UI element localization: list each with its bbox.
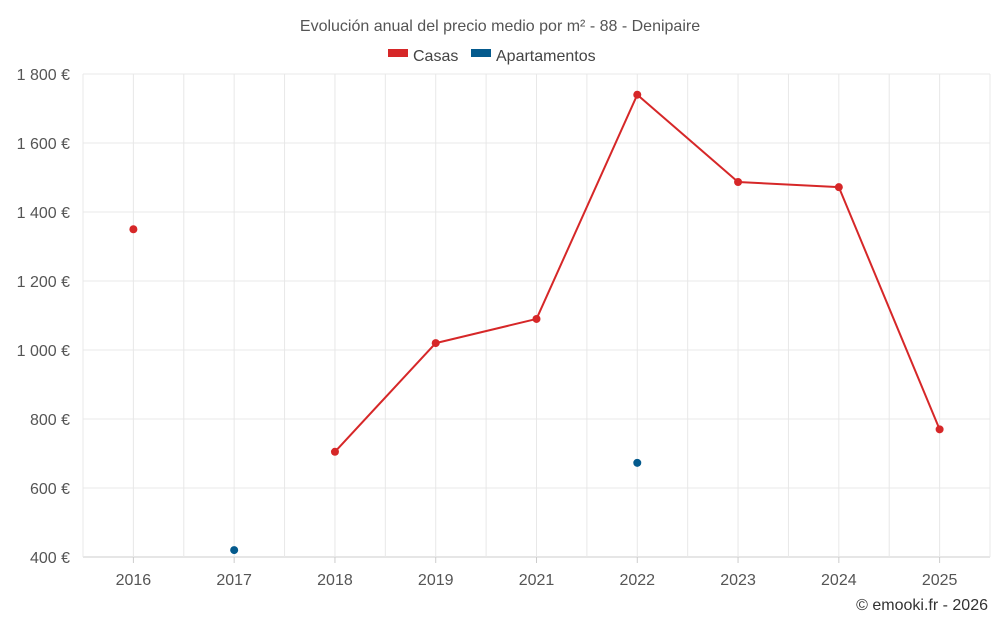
x-tick-label: 2025 [922, 572, 958, 589]
series-line-segment-casas [334, 342, 437, 453]
y-tick-label: 1 600 € [17, 136, 70, 153]
y-tick-label: 1 800 € [17, 67, 70, 84]
data-point-apartamentos[interactable] [230, 546, 239, 555]
x-tick-label: 2023 [720, 572, 756, 589]
series-line-segment-casas [535, 94, 639, 320]
legend-swatch-apartamentos [471, 49, 491, 57]
y-tick-label: 1 400 € [17, 205, 70, 222]
y-tick-label: 1 000 € [17, 343, 70, 360]
chart-title: Evolución anual del precio medio por m² … [300, 18, 700, 35]
x-tick-label: 2024 [821, 572, 857, 589]
data-point-casas[interactable] [330, 447, 339, 456]
legend: Casas Apartamentos [388, 48, 596, 65]
x-tick-label: 2019 [418, 572, 454, 589]
x-tick-label: 2016 [116, 572, 152, 589]
credit-text: © emooki.fr - 2026 [856, 597, 988, 614]
data-point-casas[interactable] [129, 225, 138, 234]
series-casas [129, 90, 944, 456]
x-tick-label: 2017 [216, 572, 252, 589]
x-tick-label: 2022 [619, 572, 655, 589]
data-point-casas[interactable] [734, 177, 743, 186]
series-line-segment-casas [636, 93, 739, 183]
data-point-casas[interactable] [633, 90, 642, 99]
y-tick-label: 1 200 € [17, 274, 70, 291]
grid [82, 73, 991, 558]
y-axis-ticks: 400 € 600 € 800 € 1 000 € 1 200 € 1 400 € 1 60… [17, 67, 70, 567]
legend-swatch-casas [388, 49, 408, 57]
series-apartamentos [230, 458, 642, 555]
x-tick-label: 2021 [519, 572, 555, 589]
series [129, 90, 944, 555]
y-tick-label: 400 € [30, 550, 70, 567]
series-line-segment-casas [435, 317, 537, 345]
y-tick-label: 600 € [30, 481, 70, 498]
data-point-casas[interactable] [834, 183, 843, 192]
data-point-casas[interactable] [532, 314, 541, 323]
legend-label-casas: Casas [413, 48, 458, 65]
data-point-casas[interactable] [431, 339, 440, 348]
x-tick-label: 2018 [317, 572, 353, 589]
x-axis-ticks: 2016 2017 2018 2019 2021 2022 2023 2024 2025 [116, 557, 958, 589]
data-point-apartamentos[interactable] [633, 458, 642, 467]
y-tick-label: 800 € [30, 412, 70, 429]
series-line-segment-casas [837, 186, 941, 430]
legend-item-casas[interactable]: Casas [388, 48, 458, 65]
legend-label-apartamentos: Apartamentos [496, 48, 596, 65]
data-point-casas[interactable] [935, 425, 944, 434]
series-line-segment-casas [738, 180, 839, 189]
legend-item-apartamentos[interactable]: Apartamentos [471, 48, 596, 65]
